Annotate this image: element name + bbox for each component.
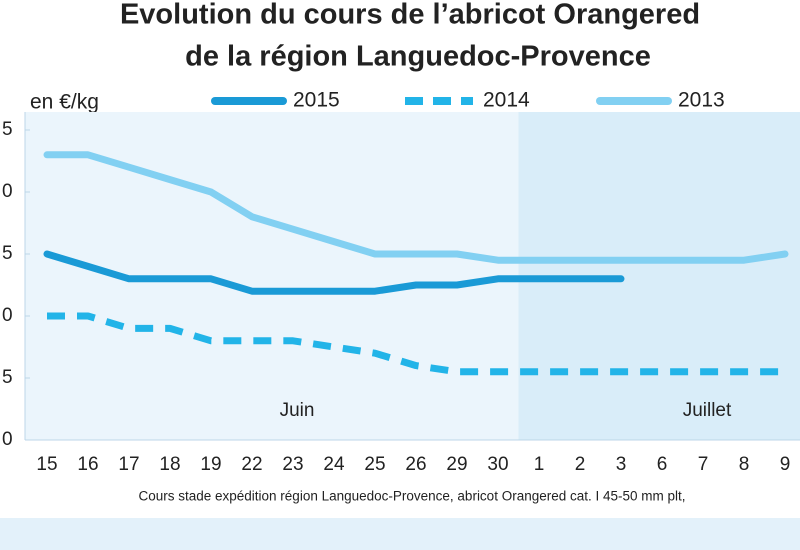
x-tick-label: 7 — [698, 454, 709, 475]
x-tick-label: 17 — [118, 454, 139, 475]
annotation: Juin — [280, 400, 315, 421]
y-tick-label: 5 — [2, 367, 13, 388]
x-tick-label: 25 — [364, 454, 385, 475]
x-tick-label: 9 — [780, 454, 791, 475]
y-axis-label: en €/kg — [30, 91, 99, 114]
series-line — [43, 151, 789, 264]
y-tick-label: 5 — [2, 119, 13, 140]
x-tick-label: 29 — [446, 454, 467, 475]
bottom-band — [0, 518, 800, 550]
chart-title: de la région Languedoc-Provence — [185, 41, 651, 73]
caption: Cours stade expédition région Languedoc-… — [138, 489, 685, 504]
series-line — [47, 312, 785, 376]
x-tick-label: 24 — [323, 454, 345, 475]
y-tick-label: 0 — [2, 305, 13, 326]
x-tick-label: 3 — [616, 454, 627, 475]
series-line — [43, 250, 625, 295]
x-tick-label: 23 — [282, 454, 303, 475]
x-tick-label: 8 — [739, 454, 750, 475]
annotation: Juillet — [683, 400, 732, 421]
chart-title: Evolution du cours de l’abricot Orangere… — [120, 0, 700, 31]
x-tick-label: 15 — [36, 454, 57, 475]
legend-label: 2014 — [483, 89, 530, 112]
x-tick-label: 30 — [487, 454, 508, 475]
x-tick-label: 19 — [200, 454, 221, 475]
x-tick-label: 18 — [159, 454, 180, 475]
legend-label: 2015 — [293, 89, 340, 112]
x-tick-label: 26 — [405, 454, 426, 475]
x-tick-label: 16 — [77, 454, 98, 475]
legend-label: 2013 — [678, 89, 725, 112]
x-tick-label: 6 — [657, 454, 668, 475]
y-tick-label: 0 — [2, 181, 13, 202]
x-tick-label: 2 — [575, 454, 586, 475]
y-tick-label: 5 — [2, 243, 13, 264]
x-tick-label: 1 — [534, 454, 545, 475]
x-tick-label: 22 — [241, 454, 262, 475]
y-tick-label: 0 — [2, 429, 13, 450]
